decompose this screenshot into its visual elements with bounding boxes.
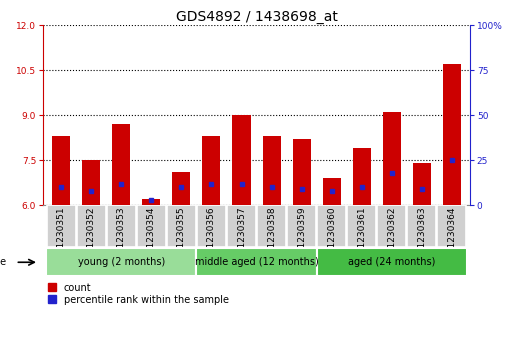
Bar bbox=[257, 205, 286, 247]
Text: GSM1230361: GSM1230361 bbox=[357, 206, 366, 267]
Text: GSM1230351: GSM1230351 bbox=[57, 206, 66, 267]
Text: age: age bbox=[0, 257, 7, 267]
Bar bbox=[316, 248, 467, 276]
Bar bbox=[77, 205, 106, 247]
Bar bbox=[437, 205, 466, 247]
Bar bbox=[233, 115, 250, 205]
Bar bbox=[137, 205, 166, 247]
Text: GSM1230354: GSM1230354 bbox=[147, 206, 156, 267]
Title: GDS4892 / 1438698_at: GDS4892 / 1438698_at bbox=[176, 11, 337, 24]
Bar bbox=[413, 163, 431, 205]
Bar bbox=[383, 112, 401, 205]
Legend: count, percentile rank within the sample: count, percentile rank within the sample bbox=[48, 282, 229, 305]
Bar bbox=[407, 205, 436, 247]
Bar bbox=[323, 178, 341, 205]
Text: aged (24 months): aged (24 months) bbox=[348, 257, 435, 267]
Bar bbox=[142, 199, 161, 205]
Bar bbox=[82, 160, 100, 205]
Bar bbox=[46, 248, 197, 276]
Bar bbox=[377, 205, 406, 247]
Bar bbox=[347, 205, 376, 247]
Bar bbox=[293, 139, 310, 205]
Bar bbox=[353, 148, 371, 205]
Text: GSM1230353: GSM1230353 bbox=[117, 206, 126, 267]
Text: GSM1230358: GSM1230358 bbox=[267, 206, 276, 267]
Bar bbox=[263, 136, 280, 205]
Text: GSM1230363: GSM1230363 bbox=[417, 206, 426, 267]
Text: GSM1230352: GSM1230352 bbox=[87, 206, 96, 267]
Bar bbox=[52, 136, 70, 205]
Text: GSM1230356: GSM1230356 bbox=[207, 206, 216, 267]
Bar bbox=[197, 248, 316, 276]
Text: GSM1230360: GSM1230360 bbox=[327, 206, 336, 267]
Bar bbox=[167, 205, 196, 247]
Text: GSM1230355: GSM1230355 bbox=[177, 206, 186, 267]
Bar bbox=[107, 205, 136, 247]
Text: GSM1230364: GSM1230364 bbox=[448, 206, 456, 267]
Bar bbox=[443, 64, 461, 205]
Bar bbox=[227, 205, 256, 247]
Bar bbox=[47, 205, 76, 247]
Bar bbox=[203, 136, 220, 205]
Text: middle aged (12 months): middle aged (12 months) bbox=[195, 257, 319, 267]
Bar bbox=[112, 124, 131, 205]
Text: GSM1230359: GSM1230359 bbox=[297, 206, 306, 267]
Text: GSM1230357: GSM1230357 bbox=[237, 206, 246, 267]
Text: young (2 months): young (2 months) bbox=[78, 257, 165, 267]
Bar bbox=[197, 205, 226, 247]
Text: GSM1230362: GSM1230362 bbox=[387, 206, 396, 267]
Bar bbox=[172, 172, 190, 205]
Bar bbox=[317, 205, 346, 247]
Bar bbox=[287, 205, 316, 247]
